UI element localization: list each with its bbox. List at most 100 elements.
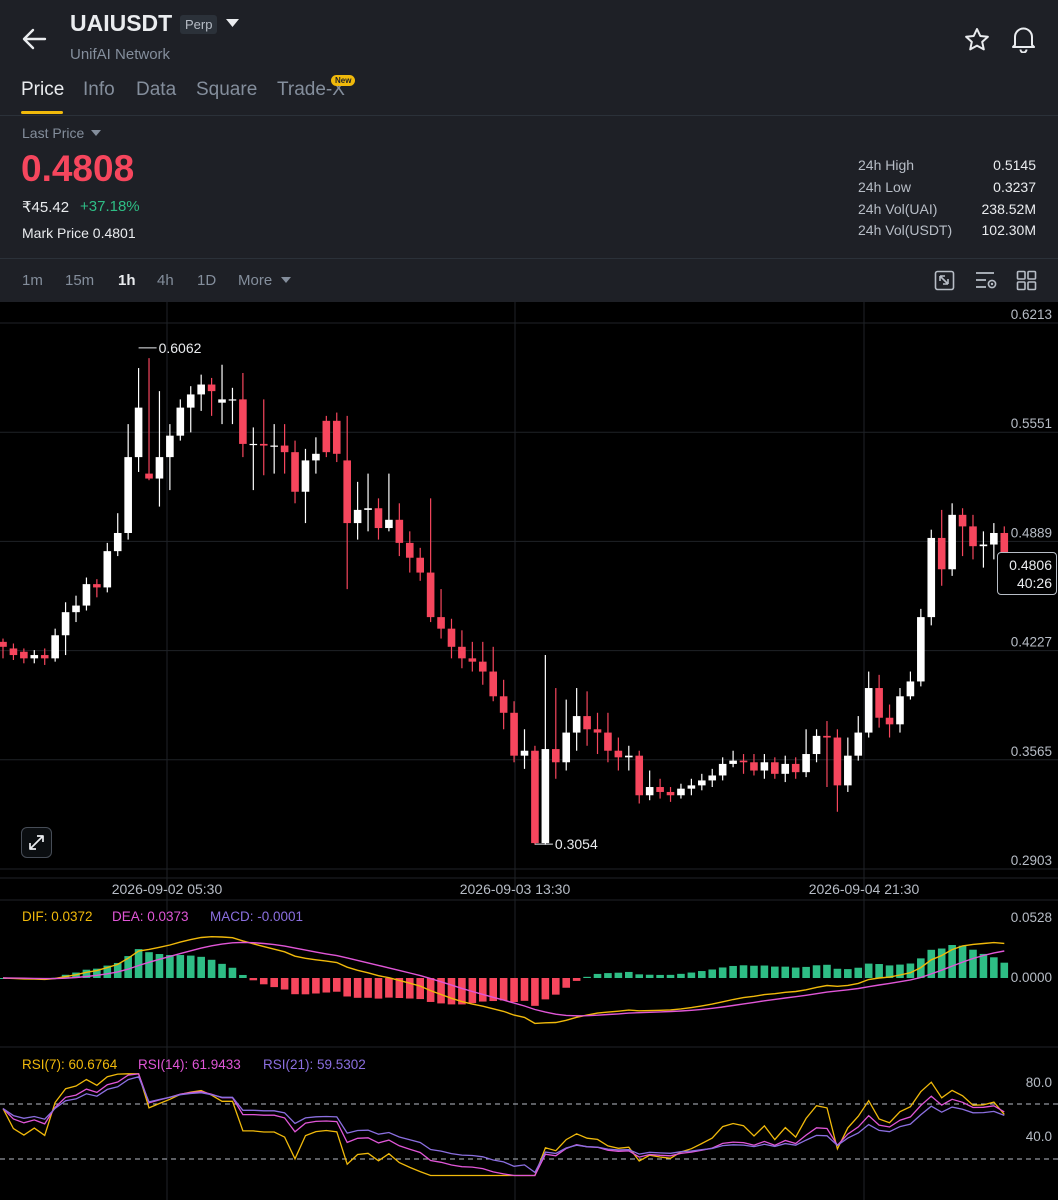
candle-body: [447, 628, 456, 647]
macd-histogram-bar: [145, 952, 153, 978]
candle-body: [166, 435, 174, 458]
macd-histogram-bar: [937, 948, 946, 978]
candle-body: [437, 617, 445, 629]
macd-histogram-bar: [385, 978, 393, 998]
time-axis-tick: 2026-09-04 21:30: [809, 881, 920, 897]
last-price-dropdown-icon[interactable]: [91, 130, 101, 137]
expand-chart-button[interactable]: [21, 827, 52, 858]
macd-legend-item: DIF: 0.0372: [22, 909, 93, 924]
macd-histogram-bar: [833, 968, 842, 978]
rsi-legend-item: RSI(14): 61.9433: [138, 1057, 241, 1072]
candle-body: [207, 384, 216, 392]
candle-body: [322, 420, 331, 453]
price-axis-tick: 0.6213: [1011, 307, 1052, 322]
macd-histogram-bar: [468, 978, 477, 1004]
candle-body: [186, 394, 195, 408]
candle-body: [645, 787, 654, 796]
more-dropdown-icon[interactable]: [281, 277, 291, 284]
macd-histogram-bar: [729, 965, 737, 978]
macd-dif-line: [2, 935, 1005, 1025]
timeframe-15m[interactable]: 15m: [65, 272, 95, 289]
stat-24h-low-label: 24h Low: [858, 179, 911, 195]
macd-histogram-bar: [875, 964, 883, 978]
candle-body: [364, 508, 372, 510]
timeframe-1h[interactable]: 1h: [118, 272, 136, 289]
tab-data[interactable]: Data: [136, 79, 177, 100]
candle-body: [489, 671, 498, 697]
macd-histogram-bar: [343, 978, 351, 997]
time-axis-tick: 2026-09-03 13:30: [460, 881, 571, 897]
candle-body: [61, 612, 70, 636]
candle-body: [20, 651, 28, 659]
tab-square[interactable]: Square: [196, 79, 258, 100]
macd-histogram-bar: [625, 971, 633, 978]
expand-arrows-icon: [29, 835, 44, 850]
candle-body: [750, 762, 758, 771]
candle-body: [771, 762, 779, 774]
macd-histogram-bar: [1000, 962, 1009, 978]
candle-body: [385, 519, 393, 529]
active-tab-indicator: [21, 111, 63, 114]
candle-body: [948, 514, 956, 570]
rsi-line: [2, 1073, 1005, 1177]
macd-histogram-bar: [82, 969, 91, 978]
candle-body: [698, 780, 706, 786]
indicator-settings-icon[interactable]: [975, 270, 998, 291]
symbol-dropdown-icon[interactable]: [226, 19, 239, 28]
macd-histogram-bar: [896, 964, 904, 978]
tab-price[interactable]: Price: [21, 79, 65, 100]
candle-body: [875, 688, 883, 718]
macd-histogram-bar: [249, 978, 258, 981]
macd-histogram-bar: [458, 978, 466, 1005]
last-price-value: 0.4808: [21, 148, 135, 189]
macd-histogram-bar: [124, 956, 132, 978]
candle-body: [990, 532, 998, 545]
back-arrow-icon[interactable]: [20, 26, 48, 52]
stats-divider: [0, 258, 1058, 259]
macd-histogram-bar: [218, 963, 226, 978]
macd-histogram-bar: [927, 949, 936, 978]
candle-body: [833, 737, 842, 786]
macd-histogram-bar: [551, 978, 560, 995]
macd-histogram-bar: [812, 965, 821, 978]
macd-histogram-bar: [259, 978, 268, 985]
bell-icon[interactable]: [1011, 26, 1036, 53]
candle-body: [405, 542, 414, 558]
candle-body: [270, 445, 278, 447]
symbol-title[interactable]: UAIUSDT: [70, 10, 173, 36]
macd-dea-line: [2, 941, 1005, 1017]
candle-body: [937, 537, 946, 570]
candle-body: [781, 763, 790, 774]
candle-body: [30, 655, 39, 659]
timeframe-1m[interactable]: 1m: [22, 272, 43, 289]
candle-body: [677, 788, 685, 796]
last-price-label[interactable]: Last Price: [22, 125, 85, 141]
timeframe-4h[interactable]: 4h: [157, 272, 174, 289]
tab-trade-x[interactable]: Trade-X: [277, 79, 345, 100]
macd-histogram-bar: [103, 965, 112, 978]
macd-histogram-bar: [635, 974, 644, 978]
tab-info[interactable]: Info: [83, 79, 115, 100]
candle-body: [896, 696, 904, 725]
candle-body: [969, 526, 977, 547]
timeframe-1d[interactable]: 1D: [197, 272, 217, 289]
price-chart[interactable]: 0.6213 0.5551 0.4889 0.4227 0.3565 0.2903 2026…: [0, 302, 1058, 1200]
candle-body: [906, 681, 915, 697]
macd-histogram-bar: [906, 963, 915, 978]
fullscreen-chart-icon[interactable]: [934, 270, 955, 291]
candle-body: [593, 729, 602, 733]
candle-body: [958, 514, 967, 527]
candle-body: [656, 787, 664, 792]
candle-body: [395, 519, 404, 543]
macd-histogram-bar: [969, 949, 977, 978]
candle-body: [228, 399, 237, 401]
favorite-star-icon[interactable]: [964, 27, 990, 52]
rsi-axis-tick: 80.0: [1026, 1075, 1052, 1090]
candle-body: [802, 754, 810, 773]
macd-histogram-bar: [291, 978, 299, 995]
candle-body: [145, 473, 153, 479]
macd-histogram-bar: [823, 964, 831, 978]
layout-grid-icon[interactable]: [1016, 270, 1037, 291]
candle-body: [478, 661, 487, 672]
timeframe-more[interactable]: More: [238, 272, 273, 289]
